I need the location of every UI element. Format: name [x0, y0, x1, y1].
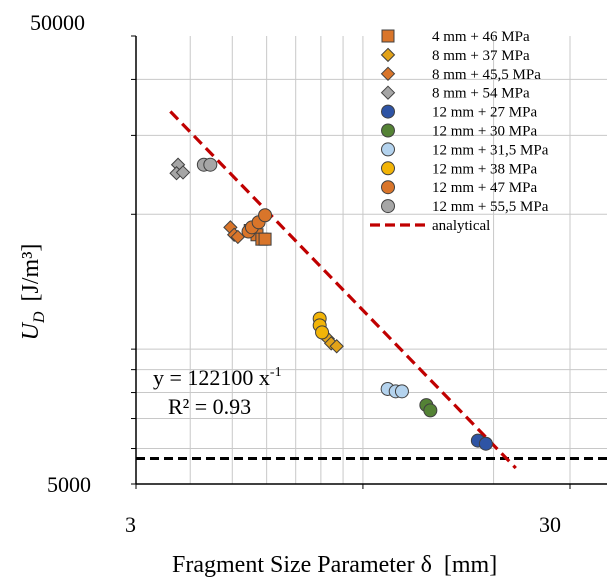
fit-line-group — [169, 110, 517, 470]
legend-marker-1 — [380, 47, 396, 63]
legend-marker-4 — [381, 104, 395, 119]
legend-marker-5 — [381, 123, 395, 138]
y-axis-title-subscript: D — [31, 311, 48, 324]
legend-marker-3 — [380, 85, 396, 100]
x-axis-title: Fragment Size Parameter δ [mm] — [172, 552, 497, 578]
data-points — [169, 157, 493, 451]
legend-label-0: 4 mm + 46 MPa — [432, 29, 530, 45]
grid — [136, 36, 607, 484]
legend-label-3: 8 mm + 54 MPa — [432, 86, 530, 102]
fit-equation-r2: R² = 0.93 — [168, 394, 251, 419]
y-tick-label-max: 50000 — [30, 10, 85, 35]
data-point-series-8 — [258, 208, 273, 223]
svg-text:UD[J/m³]: UD [J/m³] — [18, 244, 48, 341]
data-point-series-6 — [394, 384, 409, 399]
legend-label-4: 12 mm + 27 MPa — [432, 105, 537, 121]
fit-equation-base: y = 122100 x — [153, 365, 270, 390]
legend-label-2: 8 mm + 45,5 MPa — [432, 67, 541, 83]
legend-marker-7 — [381, 161, 395, 176]
y-axis-title-symbol: U — [18, 321, 44, 340]
axes — [131, 35, 607, 489]
data-point-series-9 — [203, 157, 218, 172]
data-point-series-3 — [175, 165, 191, 180]
y-axis-title: UD [J/m³] — [18, 244, 48, 341]
fit-equation-line1: y = 122100 x-1 — [153, 365, 282, 390]
data-point-series-5 — [423, 403, 438, 418]
data-point-series-7 — [315, 325, 330, 340]
legend-label-8: 12 mm + 47 MPa — [432, 180, 537, 196]
y-tick-label-min: 5000 — [47, 472, 91, 497]
legend-marker-9 — [381, 199, 395, 214]
legend-marker-8 — [381, 180, 395, 195]
x-tick-label-max: 30 — [539, 512, 561, 537]
y-axis-title-units: [J/m³] — [18, 244, 44, 302]
x-tick-label-min: 3 — [125, 512, 136, 537]
legend-label-1: 8 mm + 37 MPa — [432, 48, 530, 64]
legend-label-7: 12 mm + 38 MPa — [432, 161, 537, 177]
data-point-series-4 — [478, 436, 493, 451]
legend-label-analytical: analytical — [432, 218, 490, 234]
legend-label-9: 12 mm + 55,5 MPa — [432, 199, 549, 215]
data-point-series-0 — [258, 232, 272, 246]
legend: 4 mm + 46 MPa 8 mm + 37 MPa 8 mm + 45,5 MP… — [370, 29, 549, 234]
legend-marker-2 — [380, 66, 396, 82]
legend-marker-0 — [381, 29, 395, 43]
legend-label-5: 12 mm + 30 MPa — [432, 124, 537, 140]
legend-label-6: 12 mm + 31,5 MPa — [432, 142, 549, 158]
fit-equation: y = 122100 x-1 R² = 0.93 — [153, 365, 282, 419]
data-point-series-2 — [230, 229, 246, 245]
analytical-fit-line — [169, 110, 517, 470]
data-point-series-1 — [329, 339, 344, 354]
fit-equation-exponent: -1 — [270, 365, 282, 380]
legend-marker-6 — [381, 142, 395, 157]
